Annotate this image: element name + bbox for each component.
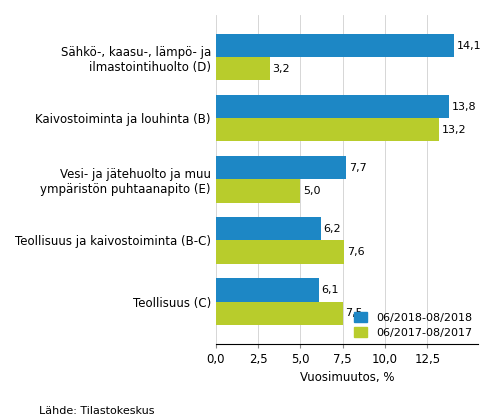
Bar [216,118,439,141]
Bar [216,34,455,57]
Text: 13,8: 13,8 [452,102,476,111]
Bar [216,302,343,325]
Text: 7,5: 7,5 [345,308,363,318]
Bar [216,156,346,179]
Text: 7,7: 7,7 [349,163,366,173]
Text: 6,2: 6,2 [323,224,341,234]
Text: 5,0: 5,0 [303,186,320,196]
Bar [216,240,345,264]
Bar [216,95,449,118]
Text: 3,2: 3,2 [273,64,290,74]
Bar [216,278,319,302]
Text: 7,6: 7,6 [347,247,364,257]
Bar [216,57,270,80]
X-axis label: Vuosimuutos, %: Vuosimuutos, % [300,371,394,384]
Text: 6,1: 6,1 [321,285,339,295]
Text: 13,2: 13,2 [442,125,466,135]
Text: Lähde: Tilastokeskus: Lähde: Tilastokeskus [39,406,155,416]
Legend: 06/2018-08/2018, 06/2017-08/2017: 06/2018-08/2018, 06/2017-08/2017 [354,312,472,338]
Text: 14,1: 14,1 [457,40,482,51]
Bar [216,179,300,203]
Bar [216,217,321,240]
